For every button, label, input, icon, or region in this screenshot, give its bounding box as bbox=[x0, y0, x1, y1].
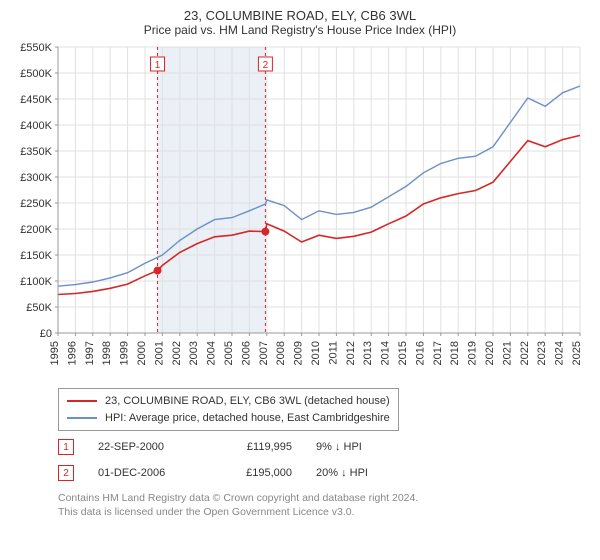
svg-text:2016: 2016 bbox=[414, 341, 426, 365]
svg-text:2012: 2012 bbox=[345, 341, 357, 365]
svg-text:£200K: £200K bbox=[20, 224, 52, 236]
svg-text:£400K: £400K bbox=[20, 120, 52, 132]
svg-text:2019: 2019 bbox=[467, 341, 479, 365]
events-table: 1 22-SEP-2000 £119,995 9% ↓ HPI 2 01-DEC-2006… bbox=[58, 439, 590, 481]
figure-container: 23, COLUMBINE ROAD, ELY, CB6 3WL Price p… bbox=[0, 0, 600, 560]
svg-text:2014: 2014 bbox=[380, 341, 392, 365]
event-row: 2 01-DEC-2006 £195,000 20% ↓ HPI bbox=[58, 465, 590, 481]
svg-text:£0: £0 bbox=[40, 328, 52, 340]
event-date: 01-DEC-2006 bbox=[98, 467, 198, 479]
footer-line1: Contains HM Land Registry data © Crown c… bbox=[58, 491, 590, 505]
svg-text:2011: 2011 bbox=[327, 341, 339, 365]
svg-text:2024: 2024 bbox=[554, 341, 566, 365]
svg-text:1998: 1998 bbox=[101, 341, 113, 365]
chart: 1 2 £0 £50K £100K £150K £200K £250K £300K £350K £4… bbox=[10, 41, 590, 384]
svg-text:1997: 1997 bbox=[84, 341, 96, 365]
footer: Contains HM Land Registry data © Crown c… bbox=[58, 491, 590, 519]
legend-swatch bbox=[67, 400, 97, 402]
svg-text:2008: 2008 bbox=[275, 341, 287, 365]
svg-text:£500K: £500K bbox=[20, 68, 52, 80]
event-delta: 9% ↓ HPI bbox=[316, 441, 406, 453]
svg-text:2002: 2002 bbox=[171, 341, 183, 365]
title-block: 23, COLUMBINE ROAD, ELY, CB6 3WL Price p… bbox=[10, 8, 590, 37]
legend-row: 23, COLUMBINE ROAD, ELY, CB6 3WL (detach… bbox=[67, 393, 390, 410]
svg-text:2010: 2010 bbox=[310, 341, 322, 365]
svg-text:1995: 1995 bbox=[49, 341, 61, 365]
svg-text:2021: 2021 bbox=[501, 341, 513, 365]
event-row: 1 22-SEP-2000 £119,995 9% ↓ HPI bbox=[58, 439, 590, 455]
event-price: £119,995 bbox=[222, 441, 292, 453]
svg-text:2004: 2004 bbox=[206, 341, 218, 365]
svg-text:2007: 2007 bbox=[258, 341, 270, 365]
svg-text:1996: 1996 bbox=[66, 341, 78, 365]
svg-text:2022: 2022 bbox=[519, 341, 531, 365]
event-date: 22-SEP-2000 bbox=[98, 441, 198, 453]
event-marker-icon: 2 bbox=[58, 465, 74, 481]
svg-text:2006: 2006 bbox=[240, 341, 252, 365]
svg-text:£550K: £550K bbox=[20, 42, 52, 54]
legend-swatch bbox=[67, 417, 97, 419]
svg-text:1: 1 bbox=[155, 60, 161, 71]
svg-text:2009: 2009 bbox=[293, 341, 305, 365]
svg-text:2023: 2023 bbox=[536, 341, 548, 365]
title-address: 23, COLUMBINE ROAD, ELY, CB6 3WL bbox=[10, 8, 590, 23]
svg-text:£300K: £300K bbox=[20, 172, 52, 184]
svg-text:£50K: £50K bbox=[26, 302, 52, 314]
legend-row: HPI: Average price, detached house, East… bbox=[67, 410, 390, 427]
svg-text:2: 2 bbox=[263, 60, 269, 71]
svg-text:£250K: £250K bbox=[20, 198, 52, 210]
svg-text:2000: 2000 bbox=[136, 341, 148, 365]
chart-svg: 1 2 £0 £50K £100K £150K £200K £250K £300K £350K £4… bbox=[10, 41, 590, 381]
svg-text:2015: 2015 bbox=[397, 341, 409, 365]
svg-text:£450K: £450K bbox=[20, 94, 52, 106]
event-delta: 20% ↓ HPI bbox=[316, 467, 406, 479]
legend-label: HPI: Average price, detached house, East… bbox=[105, 410, 390, 427]
svg-text:2020: 2020 bbox=[484, 341, 496, 365]
event-marker-icon: 1 bbox=[58, 439, 74, 455]
legend-label: 23, COLUMBINE ROAD, ELY, CB6 3WL (detach… bbox=[105, 393, 390, 410]
svg-text:£350K: £350K bbox=[20, 146, 52, 158]
svg-text:2017: 2017 bbox=[432, 341, 444, 365]
legend: 23, COLUMBINE ROAD, ELY, CB6 3WL (detach… bbox=[58, 388, 399, 431]
title-subtitle: Price paid vs. HM Land Registry's House … bbox=[10, 23, 590, 37]
event-price: £195,000 bbox=[222, 467, 292, 479]
svg-text:2018: 2018 bbox=[449, 341, 461, 365]
svg-text:2003: 2003 bbox=[188, 341, 200, 365]
svg-text:2025: 2025 bbox=[571, 341, 583, 365]
svg-text:2001: 2001 bbox=[153, 341, 165, 365]
svg-text:1999: 1999 bbox=[119, 341, 131, 365]
svg-text:2013: 2013 bbox=[362, 341, 374, 365]
svg-text:£100K: £100K bbox=[20, 276, 52, 288]
footer-line2: This data is licensed under the Open Gov… bbox=[58, 505, 590, 519]
svg-text:2005: 2005 bbox=[223, 341, 235, 365]
svg-text:£150K: £150K bbox=[20, 250, 52, 262]
